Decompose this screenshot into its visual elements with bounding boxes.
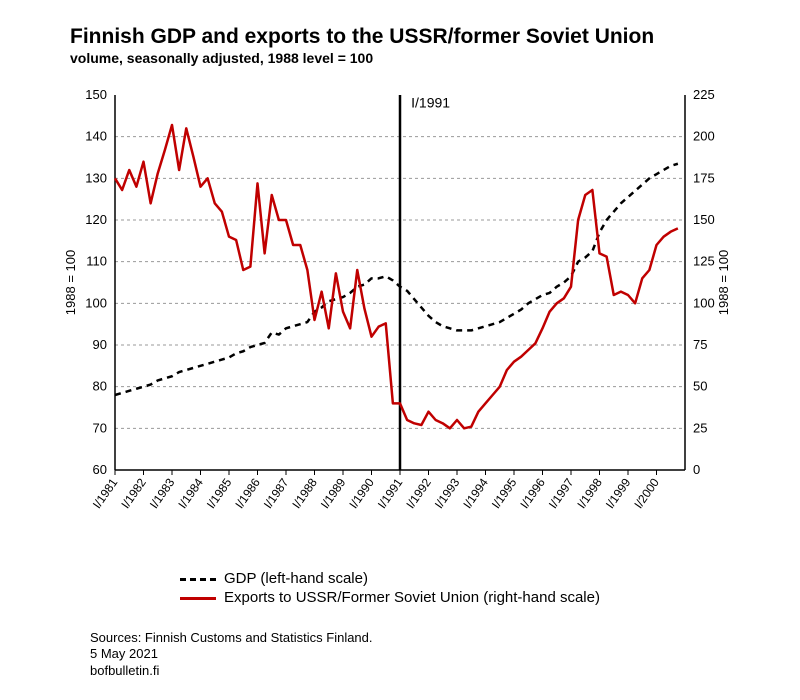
svg-text:150: 150 [693, 212, 715, 227]
svg-text:100: 100 [693, 295, 715, 310]
chart-svg: 6070809010011012013014015002550751001251… [60, 85, 740, 545]
legend-swatch-exports [180, 597, 216, 600]
legend-label: GDP (left-hand scale) [224, 570, 368, 589]
svg-text:140: 140 [85, 129, 107, 144]
svg-text:I/2000: I/2000 [631, 475, 662, 511]
chart-title: Finnish GDP and exports to the USSR/form… [70, 25, 654, 48]
footer-sources: Sources: Finnish Customs and Statistics … [90, 630, 373, 646]
legend-item: Exports to USSR/Former Soviet Union (rig… [180, 589, 600, 608]
svg-text:100: 100 [85, 295, 107, 310]
chart-title-block: Finnish GDP and exports to the USSR/form… [70, 25, 654, 66]
footer-site: bofbulletin.fi [90, 663, 373, 679]
svg-text:225: 225 [693, 87, 715, 102]
svg-text:I/1992: I/1992 [403, 475, 434, 511]
svg-text:175: 175 [693, 170, 715, 185]
svg-text:70: 70 [93, 420, 107, 435]
svg-text:75: 75 [693, 337, 707, 352]
svg-text:I/1985: I/1985 [204, 475, 235, 511]
chart-plot: 6070809010011012013014015002550751001251… [60, 85, 740, 545]
svg-text:I/1981: I/1981 [90, 475, 121, 511]
svg-text:I/1995: I/1995 [489, 475, 520, 511]
svg-text:125: 125 [693, 254, 715, 269]
svg-text:I/1999: I/1999 [603, 475, 634, 511]
svg-text:I/1988: I/1988 [289, 475, 320, 511]
svg-text:I/1998: I/1998 [574, 475, 605, 511]
svg-text:I/1993: I/1993 [432, 475, 463, 511]
svg-text:I/1986: I/1986 [232, 475, 263, 511]
svg-text:I/1991: I/1991 [375, 475, 406, 511]
svg-text:1988 = 100: 1988 = 100 [716, 250, 731, 315]
chart-legend: GDP (left-hand scale) Exports to USSR/Fo… [180, 570, 600, 608]
footer-date: 5 May 2021 [90, 646, 373, 662]
svg-text:I/1989: I/1989 [318, 475, 349, 511]
svg-text:90: 90 [93, 337, 107, 352]
svg-text:I/1994: I/1994 [460, 475, 491, 511]
svg-text:I/1984: I/1984 [175, 475, 206, 511]
chart-footer: Sources: Finnish Customs and Statistics … [90, 630, 373, 679]
legend-label: Exports to USSR/Former Soviet Union (rig… [224, 589, 600, 608]
chart-subtitle: volume, seasonally adjusted, 1988 level … [70, 50, 654, 66]
svg-text:110: 110 [86, 254, 107, 269]
svg-text:60: 60 [93, 462, 107, 477]
svg-text:I/1983: I/1983 [147, 475, 178, 511]
svg-text:I/1991: I/1991 [411, 95, 450, 111]
svg-text:25: 25 [693, 420, 707, 435]
svg-text:150: 150 [85, 87, 107, 102]
legend-item: GDP (left-hand scale) [180, 570, 600, 589]
legend-swatch-gdp [180, 578, 216, 581]
svg-text:50: 50 [693, 379, 707, 394]
svg-text:200: 200 [693, 129, 715, 144]
svg-text:80: 80 [93, 379, 107, 394]
svg-text:I/1990: I/1990 [346, 475, 377, 511]
svg-text:130: 130 [85, 170, 107, 185]
svg-text:I/1997: I/1997 [546, 475, 577, 511]
svg-text:120: 120 [85, 212, 107, 227]
svg-text:0: 0 [693, 462, 700, 477]
svg-text:1988 = 100: 1988 = 100 [63, 250, 78, 315]
svg-text:I/1987: I/1987 [261, 475, 292, 511]
svg-text:I/1982: I/1982 [118, 475, 149, 511]
svg-text:I/1996: I/1996 [517, 475, 548, 511]
